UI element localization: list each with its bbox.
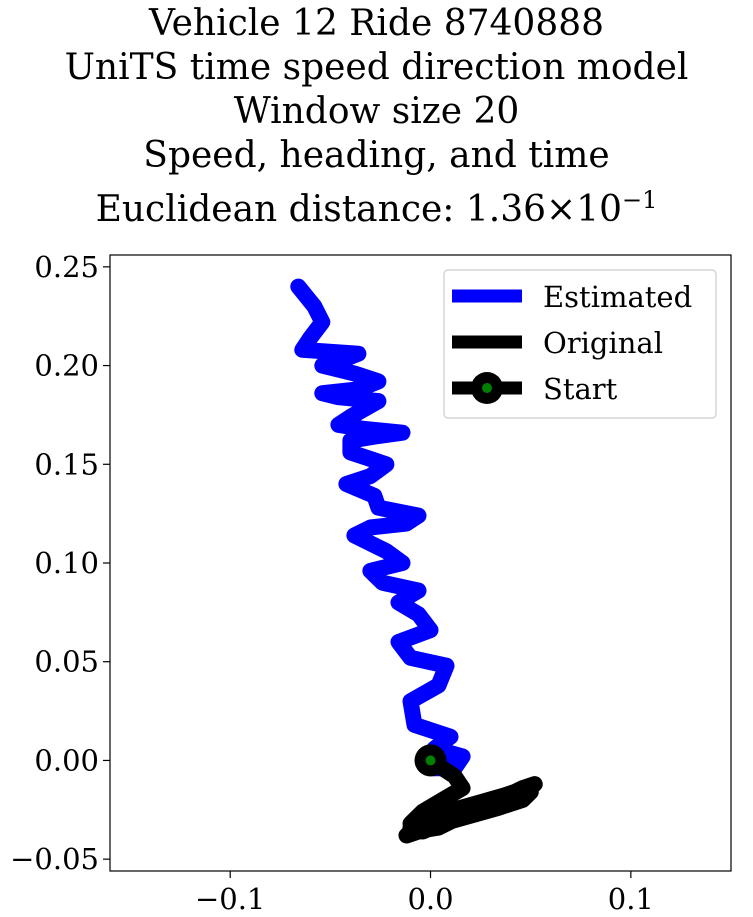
series-original-line: [398, 752, 543, 844]
x-tick-label: 0.1: [608, 882, 654, 916]
metric-prefix: Euclidean distance:: [95, 189, 466, 230]
chart-title-line-4: Speed, heading, and time: [143, 135, 610, 176]
chart-title-metric: Euclidean distance: 1.36×10−1: [0, 178, 753, 232]
metric-base: 10: [576, 189, 623, 230]
legend-start-label: Start: [543, 372, 618, 406]
legend: Estimated Original Start: [443, 269, 717, 419]
series-layer: [290, 278, 543, 844]
y-tick-label: 0.00: [34, 743, 99, 777]
legend-start-marker-inner: [482, 383, 492, 393]
start-marker-inner: [425, 755, 436, 766]
y-tick-label: 0.25: [34, 250, 99, 284]
legend-estimated-label: Estimated: [543, 280, 692, 314]
y-tick-label: 0.10: [34, 546, 99, 580]
chart-title-line-3: Window size 20: [233, 91, 520, 132]
y-tick-label: 0.15: [34, 447, 99, 481]
y-tick-label: 0.05: [34, 645, 99, 679]
series-estimated-line: [290, 278, 471, 777]
metric-exponent: −1: [622, 186, 658, 214]
y-tick-label: 0.20: [34, 349, 99, 383]
legend-box: [443, 269, 717, 419]
y-axis: −0.05 0.00 0.05 0.10 0.15 0.20 0.25: [10, 250, 110, 876]
x-tick-label: 0.0: [407, 882, 453, 916]
x-axis: −0.1 0.0 0.1: [195, 871, 654, 916]
chart-title-line-2: UniTS time speed direction model: [64, 47, 689, 88]
y-tick-label: −0.05: [10, 842, 99, 876]
x-tick-label: −0.1: [195, 882, 265, 916]
chart-title-line-1: Vehicle 12 Ride 8740888: [148, 3, 605, 44]
legend-original-label: Original: [543, 326, 663, 360]
metric-mantissa: 1.36: [465, 189, 547, 230]
metric-times: ×: [546, 189, 577, 230]
